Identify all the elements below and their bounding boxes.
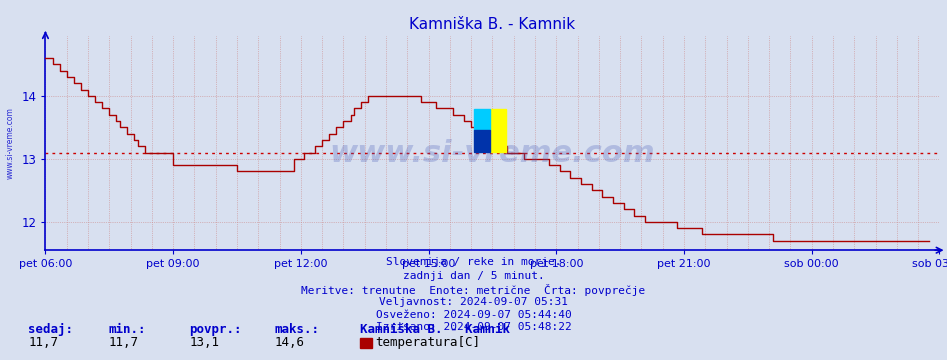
Text: Izrisano: 2024-09-07 05:48:22: Izrisano: 2024-09-07 05:48:22	[376, 322, 571, 332]
Bar	[490, 109, 506, 152]
Text: 13,1: 13,1	[189, 336, 220, 349]
Text: zadnji dan / 5 minut.: zadnji dan / 5 minut.	[402, 271, 545, 281]
Text: Veljavnost: 2024-09-07 05:31: Veljavnost: 2024-09-07 05:31	[379, 297, 568, 307]
Text: Meritve: trenutne  Enote: metrične  Črta: povprečje: Meritve: trenutne Enote: metrične Črta: …	[301, 284, 646, 296]
Text: 11,7: 11,7	[109, 336, 139, 349]
Text: Osveženo: 2024-09-07 05:44:40: Osveženo: 2024-09-07 05:44:40	[376, 310, 571, 320]
Text: Kamniška B. - Kamnik: Kamniška B. - Kamnik	[360, 323, 509, 336]
Bar	[474, 109, 490, 130]
Text: temperatura[C]: temperatura[C]	[375, 336, 480, 349]
Title: Kamniška B. - Kamnik: Kamniška B. - Kamnik	[409, 17, 576, 32]
Text: min.:: min.:	[109, 323, 147, 336]
Text: 11,7: 11,7	[28, 336, 59, 349]
Text: sedaj:: sedaj:	[28, 323, 74, 336]
Text: www.si-vreme.com: www.si-vreme.com	[330, 139, 655, 168]
Text: 14,6: 14,6	[275, 336, 305, 349]
Text: Slovenija / reke in morje.: Slovenija / reke in morje.	[385, 257, 562, 267]
Text: povpr.:: povpr.:	[189, 323, 241, 336]
Text: www.si-vreme.com: www.si-vreme.com	[5, 107, 14, 179]
Bar	[474, 130, 490, 152]
Text: maks.:: maks.:	[275, 323, 320, 336]
